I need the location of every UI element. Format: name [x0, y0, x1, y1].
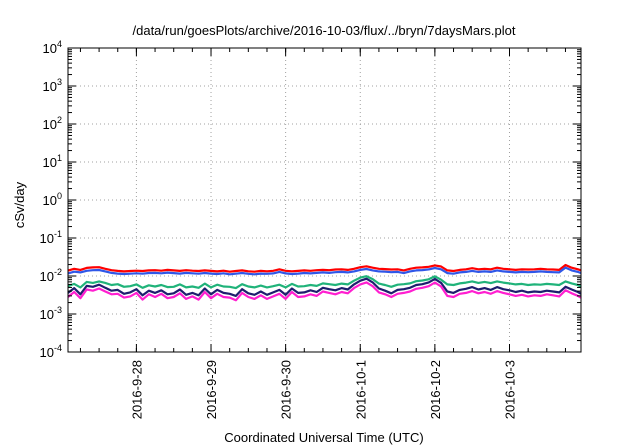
series-layer — [67, 263, 582, 302]
y-tick-label: 103 — [43, 77, 62, 94]
x-tick-label: 2016-9-28 — [129, 360, 144, 419]
x-tick-label: 2016-10-1 — [353, 360, 368, 419]
x-tick-label: 2016-10-3 — [502, 360, 517, 419]
y-tick-label: 10-3 — [40, 305, 62, 322]
x-axis: 2016-9-28 2016-9-29 2016-9-30 2016-10-1 2016… — [79, 48, 566, 419]
y-tick-label: 10-4 — [40, 343, 62, 360]
y-tick-label: 102 — [43, 115, 62, 132]
x-axis-label: Coordinated Universal Time (UTC) — [224, 430, 423, 445]
series-line-3 — [67, 275, 582, 290]
y-axis-label: cSv/day — [12, 181, 27, 228]
x-tick-label: 2016-10-2 — [428, 360, 443, 419]
y-tick-label: 100 — [43, 191, 62, 208]
y-tick-label: 10-2 — [40, 267, 62, 284]
y-tick-label: 101 — [43, 153, 62, 170]
x-tick-label: 2016-9-30 — [279, 360, 294, 419]
series-line-4 — [67, 277, 582, 297]
x-tick-label: 2016-9-29 — [204, 360, 219, 419]
series-line-5 — [67, 281, 582, 302]
y-tick-label: 104 — [43, 39, 62, 56]
chart-title: /data/run/goesPlots/archive/2016-10-03/f… — [133, 23, 516, 38]
series-line-1 — [67, 263, 582, 273]
y-tick-label: 10-1 — [40, 229, 62, 246]
grid-lines — [68, 48, 581, 352]
y-axis: 10-4 10-3 10-2 10-1 100 101 102 103 104 — [40, 39, 581, 360]
series-line-2 — [67, 266, 582, 276]
